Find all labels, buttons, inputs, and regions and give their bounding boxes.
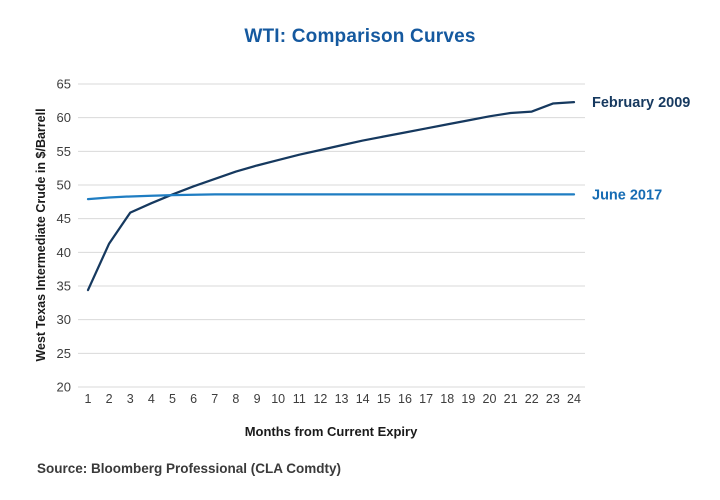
x-tick-label: 14 xyxy=(356,392,370,406)
y-tick-label: 65 xyxy=(57,77,71,92)
series-label-february-2009: February 2009 xyxy=(592,95,690,111)
x-tick-label: 8 xyxy=(232,392,239,406)
x-tick-label: 2 xyxy=(106,392,113,406)
x-tick-label: 5 xyxy=(169,392,176,406)
x-tick-label: 16 xyxy=(398,392,412,406)
x-tick-label: 6 xyxy=(190,392,197,406)
y-tick-label: 45 xyxy=(57,211,71,226)
y-axis-title: West Texas Intermediate Crude in $/Barre… xyxy=(34,108,48,362)
source-note: Source: Bloomberg Professional (CLA Comd… xyxy=(37,461,342,476)
x-tick-label: 23 xyxy=(546,392,560,406)
y-tick-label: 50 xyxy=(57,178,71,193)
x-tick-label: 10 xyxy=(271,392,285,406)
x-tick-label: 3 xyxy=(127,392,134,406)
x-tick-label: 12 xyxy=(313,392,327,406)
x-tick-label: 4 xyxy=(148,392,155,406)
y-tick-label: 20 xyxy=(57,380,71,395)
x-tick-label: 7 xyxy=(211,392,218,406)
x-tick-label: 18 xyxy=(440,392,454,406)
series-label-june-2017: June 2017 xyxy=(592,187,662,203)
series-line-june-2017 xyxy=(86,193,576,201)
x-tick-label: 22 xyxy=(525,392,539,406)
y-tick-label: 40 xyxy=(57,245,71,260)
x-tick-label: 1 xyxy=(85,392,92,406)
y-tick-label: 25 xyxy=(57,346,71,361)
y-tick-label: 55 xyxy=(57,144,71,159)
x-tick-label: 17 xyxy=(419,392,433,406)
x-tick-label: 24 xyxy=(567,392,581,406)
y-tick-label: 35 xyxy=(57,279,71,294)
x-tick-label: 19 xyxy=(461,392,475,406)
x-tick-label: 21 xyxy=(504,392,518,406)
y-tick-label: 30 xyxy=(57,312,71,327)
x-tick-label: 20 xyxy=(483,392,497,406)
x-axis-title: Months from Current Expiry xyxy=(244,424,418,439)
x-tick-label: 15 xyxy=(377,392,391,406)
chart-title: WTI: Comparison Curves xyxy=(244,26,476,47)
x-tick-label: 9 xyxy=(254,392,261,406)
y-tick-label: 60 xyxy=(57,110,71,125)
x-tick-label: 11 xyxy=(293,392,306,406)
x-tick-label: 13 xyxy=(335,392,349,406)
